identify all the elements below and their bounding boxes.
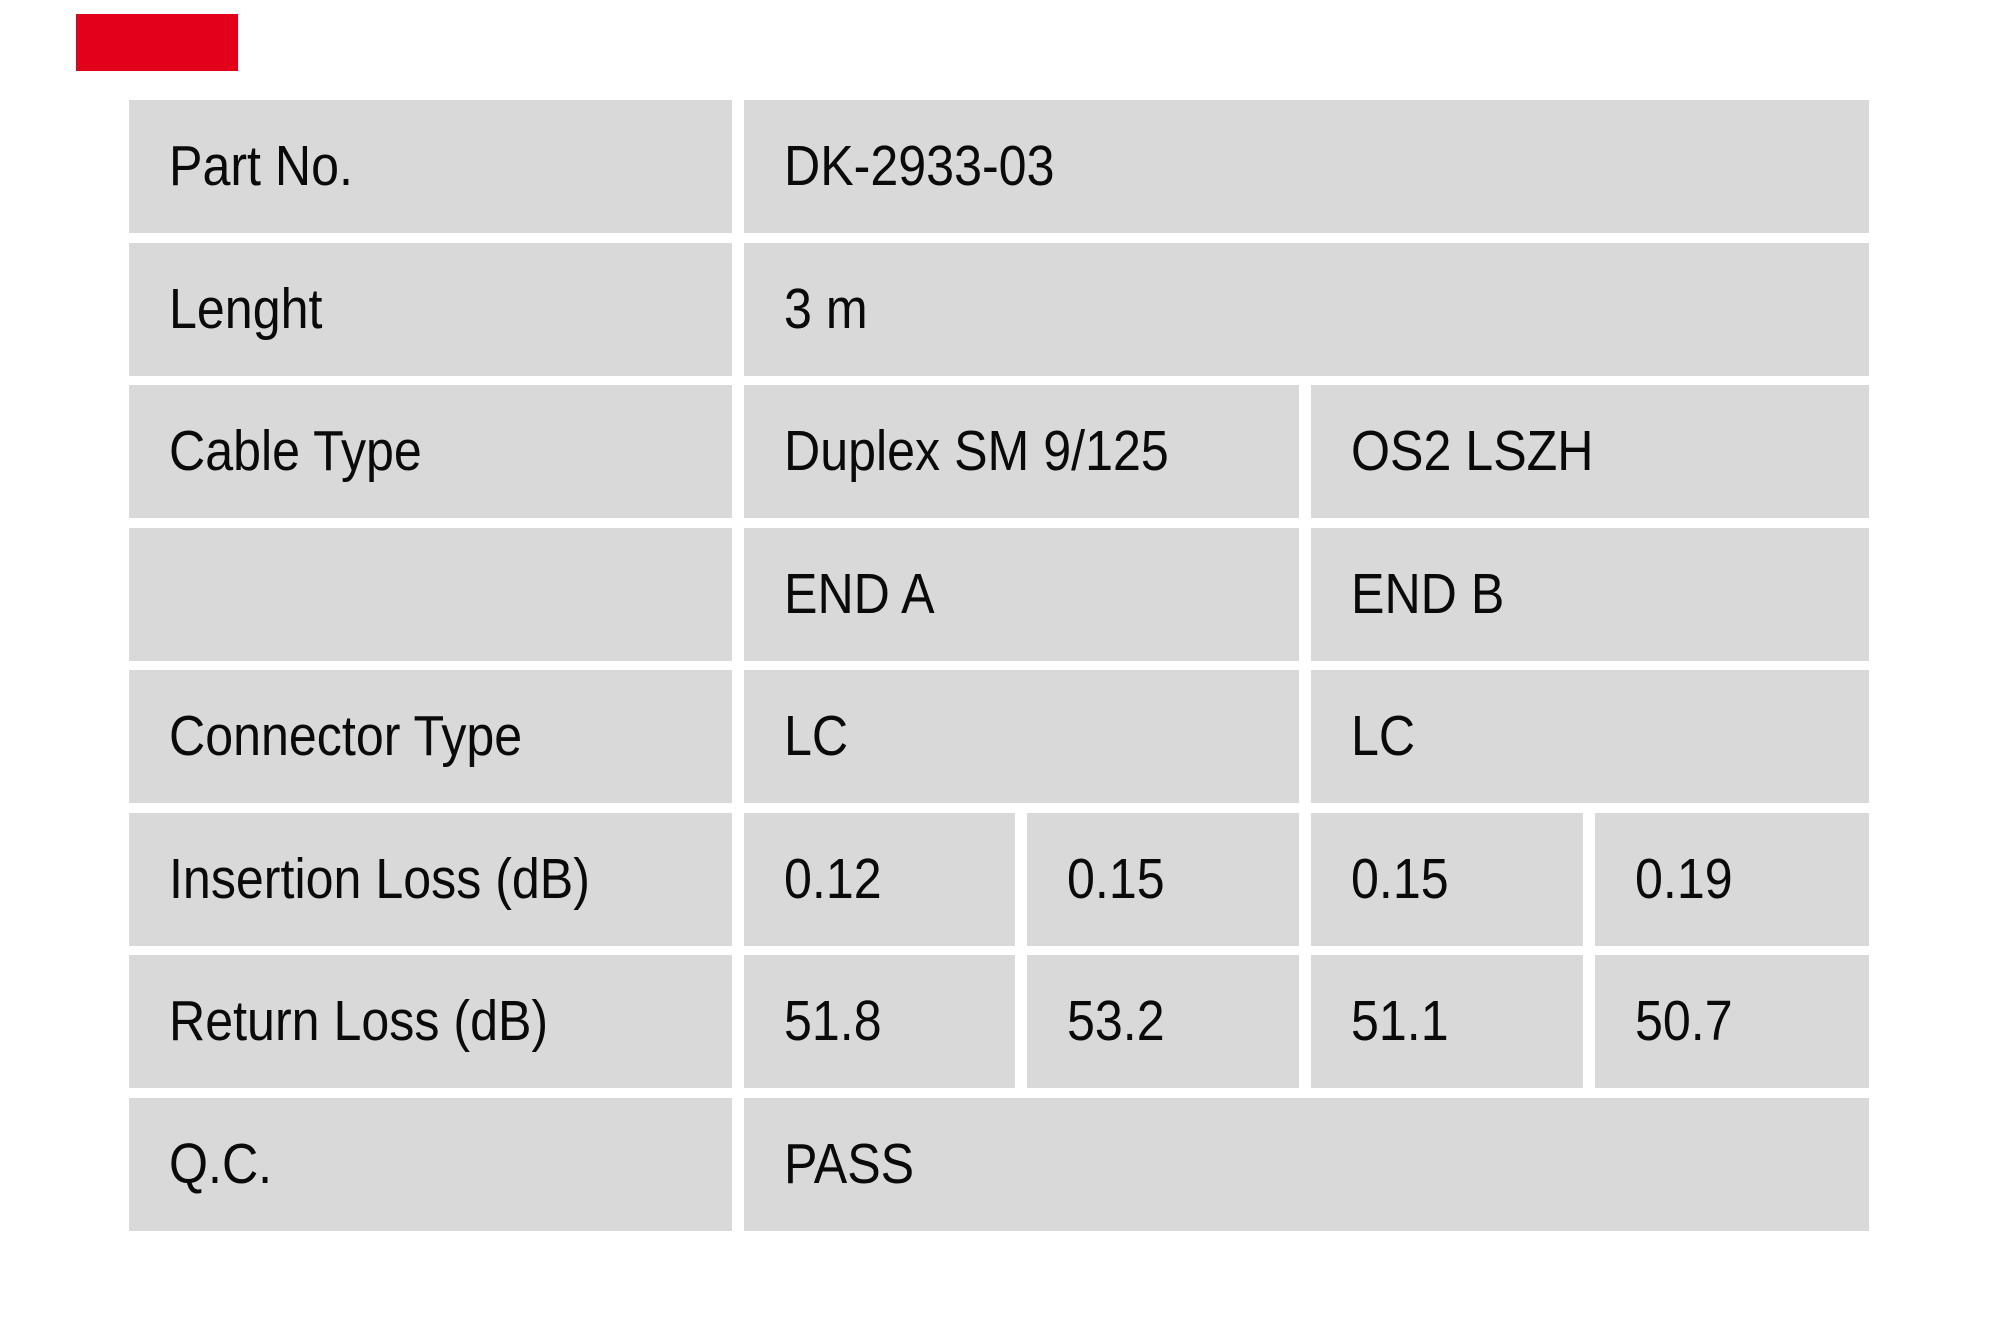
value-cell-end-b: END B <box>1311 527 1869 661</box>
value-cell-return-b2: 50.7 <box>1595 955 1869 1088</box>
row-label-cell-cable-type: Cable Type <box>129 385 732 518</box>
cell-value: DK-2933-03 <box>784 134 1055 198</box>
row-label: Cable Type <box>169 419 422 483</box>
cell-value: END B <box>1351 561 1505 626</box>
value-cell-qc-result: PASS <box>744 1097 1869 1231</box>
row-label-cell-insertion-loss: Insertion Loss (dB) <box>129 812 732 946</box>
value-cell-end-a: END A <box>744 527 1299 661</box>
cell-value: 53.2 <box>1067 989 1165 1053</box>
value-cell-connector-a: LC <box>744 670 1299 803</box>
cell-value: END A <box>784 561 935 626</box>
row-label: Connector Type <box>169 704 523 768</box>
row-label: Lenght <box>169 276 323 341</box>
cell-value: 0.12 <box>784 846 882 911</box>
row-label-cell-connector-type: Connector Type <box>129 670 732 803</box>
row-label-cell-length: Lenght <box>129 242 732 376</box>
value-cell-part-no: DK-2933-03 <box>744 100 1869 233</box>
cell-value: 3 m <box>784 276 868 341</box>
value-cell-insertion-b2: 0.19 <box>1595 812 1869 946</box>
cell-value: Duplex SM 9/125 <box>784 419 1169 483</box>
value-cell-insertion-a2: 0.15 <box>1027 812 1299 946</box>
cell-value: 51.8 <box>784 989 882 1053</box>
cell-value: 0.15 <box>1067 846 1165 911</box>
cell-value: 0.19 <box>1635 846 1733 911</box>
cell-value: 50.7 <box>1635 989 1733 1053</box>
value-cell-insertion-b1: 0.15 <box>1311 812 1583 946</box>
row-label: Part No. <box>169 134 353 198</box>
value-cell-return-a2: 53.2 <box>1027 955 1299 1088</box>
row-label: Return Loss (dB) <box>169 989 549 1053</box>
brand-logo-mark <box>76 14 238 71</box>
value-cell-cable-type-2: OS2 LSZH <box>1311 385 1869 518</box>
spec-table: Part No. DK-2933-03 Lenght 3 m Cable Typ… <box>129 100 1869 1231</box>
value-cell-cable-type-1: Duplex SM 9/125 <box>744 385 1299 518</box>
value-cell-connector-b: LC <box>1311 670 1869 803</box>
cell-value: 51.1 <box>1351 989 1449 1053</box>
value-cell-return-a1: 51.8 <box>744 955 1015 1088</box>
row-label-cell-qc: Q.C. <box>129 1097 732 1231</box>
cell-value: OS2 LSZH <box>1351 419 1594 483</box>
cell-value: PASS <box>784 1131 915 1196</box>
cell-value: LC <box>784 704 849 768</box>
cell-value: 0.15 <box>1351 846 1449 911</box>
value-cell-return-b1: 51.1 <box>1311 955 1583 1088</box>
row-label-cell-return-loss: Return Loss (dB) <box>129 955 732 1088</box>
value-cell-length: 3 m <box>744 242 1869 376</box>
row-label: Insertion Loss (dB) <box>169 846 590 911</box>
row-label-cell-part-no: Part No. <box>129 100 732 233</box>
row-label-cell-empty <box>129 527 732 661</box>
cell-value: LC <box>1351 704 1416 768</box>
value-cell-insertion-a1: 0.12 <box>744 812 1015 946</box>
row-label: Q.C. <box>169 1131 273 1196</box>
